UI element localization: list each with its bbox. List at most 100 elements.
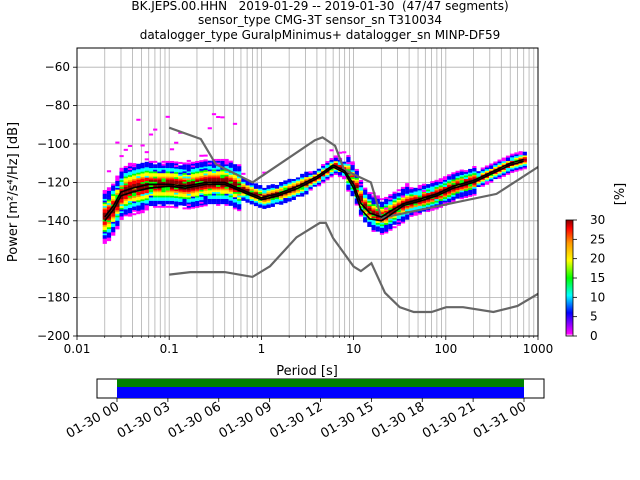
heatmap-cell — [346, 189, 351, 192]
heatmap-cell — [211, 167, 217, 170]
heatmap-cell — [447, 177, 452, 180]
heatmap-cell — [153, 128, 158, 131]
heatmap-cell — [165, 172, 170, 175]
heatmap-cell — [421, 194, 427, 197]
heatmap-cell — [321, 177, 326, 180]
heatmap-cell — [153, 174, 158, 177]
heatmap-cell — [165, 186, 170, 189]
heatmap-cell — [148, 202, 154, 205]
heatmap-cell — [430, 186, 435, 189]
heatmap-cell — [375, 226, 380, 229]
heatmap-cell — [409, 204, 414, 207]
heatmap-cell — [371, 224, 376, 227]
heatmap-cell — [111, 211, 116, 214]
heatmap-cell — [350, 175, 355, 178]
heatmap-cell — [434, 179, 439, 182]
colorbar-tick-label: 20 — [590, 252, 605, 266]
heatmap-cell — [144, 166, 149, 169]
heatmap-cell — [228, 202, 233, 205]
heatmap-cell — [127, 199, 133, 202]
heatmap-cell — [119, 193, 124, 196]
heatmap-cell — [224, 186, 229, 189]
heatmap-cell — [224, 165, 229, 168]
heatmap-cell — [199, 196, 204, 199]
heatmap-cell — [224, 198, 229, 201]
heatmap-cell — [409, 194, 414, 197]
heatmap-cell — [148, 171, 154, 174]
heatmap-cell — [115, 177, 120, 180]
heatmap-cell — [174, 182, 179, 185]
heatmap-cell — [115, 204, 120, 207]
heatmap-cell — [190, 206, 196, 209]
heatmap-cell — [186, 183, 191, 186]
heatmap-cell — [232, 202, 238, 205]
heatmap-cell — [123, 171, 128, 174]
heatmap-cell — [207, 172, 212, 175]
heatmap-cell — [493, 173, 498, 176]
heatmap-cell — [522, 160, 527, 163]
heatmap-cell — [127, 169, 133, 172]
heatmap-cell — [426, 203, 431, 206]
heatmap-cell — [148, 166, 154, 169]
heatmap-cell — [367, 200, 372, 203]
heatmap-cell — [371, 202, 376, 205]
heatmap-cell — [106, 204, 112, 207]
heatmap-cell — [476, 172, 481, 175]
heatmap-cell — [493, 166, 498, 169]
heatmap-cell — [136, 194, 141, 197]
heatmap-cell — [396, 220, 401, 223]
heatmap-cell — [518, 166, 523, 169]
heatmap-cell — [325, 171, 330, 174]
heatmap-cell — [287, 180, 292, 183]
heatmap-cell — [518, 154, 523, 157]
heatmap-cell — [132, 166, 137, 169]
heatmap-cell — [190, 194, 196, 197]
heatmap-cell — [106, 228, 112, 231]
heatmap-cell — [153, 190, 158, 193]
heatmap-cell — [102, 195, 107, 198]
heatmap-cell — [199, 180, 204, 183]
heatmap-cell — [379, 206, 385, 209]
heatmap-cell — [140, 204, 145, 207]
heatmap-cell — [518, 163, 523, 166]
heatmap-cell — [388, 206, 393, 209]
heatmap-cell — [237, 183, 242, 186]
heatmap-cell — [216, 171, 221, 174]
heatmap-cell — [312, 170, 317, 173]
heatmap-cell — [274, 191, 280, 194]
heatmap-cell — [190, 175, 196, 178]
heatmap-cell — [115, 218, 120, 221]
heatmap-cell — [123, 172, 128, 175]
heatmap-cell — [367, 214, 372, 217]
heatmap-cell — [451, 186, 456, 189]
heatmap-cell — [216, 193, 221, 196]
heatmap-cell — [220, 193, 225, 196]
heatmap-cell — [199, 168, 204, 171]
heatmap-cell — [237, 193, 242, 196]
heatmap-cell — [522, 165, 527, 168]
heatmap-cell — [148, 160, 154, 163]
y-axis-label: Power [m²/s⁴/Hz] [dB] — [6, 122, 21, 262]
heatmap-cell — [430, 198, 435, 201]
heatmap-cell — [153, 176, 158, 179]
heatmap-cell — [144, 206, 149, 209]
heatmap-cell — [106, 227, 112, 230]
heatmap-cell — [127, 214, 133, 217]
heatmap-cell — [371, 226, 376, 229]
heatmap-cell — [405, 200, 410, 203]
heatmap-cell — [123, 188, 128, 191]
heatmap-cell — [237, 191, 242, 194]
heatmap-cell — [123, 167, 128, 170]
heatmap-cell — [451, 180, 456, 183]
heatmap-cell — [396, 192, 401, 195]
heatmap-cell — [245, 190, 250, 193]
heatmap-cell — [127, 183, 133, 186]
heatmap-cell — [346, 172, 351, 175]
heatmap-cell — [182, 174, 187, 177]
heatmap-cell — [111, 187, 116, 190]
heatmap-cell — [216, 188, 221, 191]
heatmap-cell — [148, 204, 154, 207]
heatmap-cell — [274, 186, 280, 189]
heatmap-cell — [316, 168, 322, 171]
heatmap-cell — [228, 179, 233, 182]
